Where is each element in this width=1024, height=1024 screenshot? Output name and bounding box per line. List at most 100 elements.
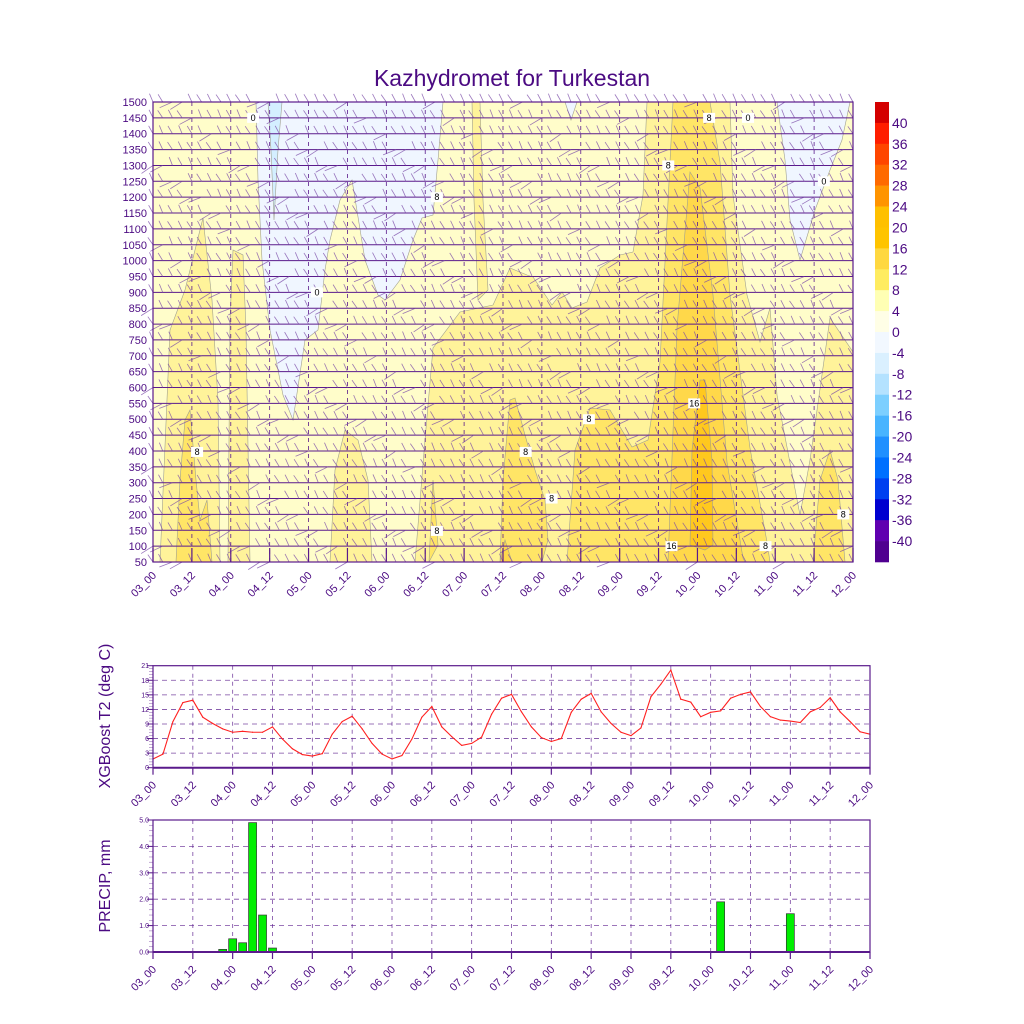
wind-barb [471, 292, 484, 300]
wind-barb [225, 427, 232, 436]
wind-barb [293, 221, 300, 230]
t2-point [670, 669, 672, 671]
wind-barb [167, 300, 173, 309]
wind-barb [206, 189, 212, 198]
wind-barb [303, 348, 309, 357]
wind-barb [692, 236, 698, 245]
wind-barb [655, 387, 669, 393]
wind-barb [225, 189, 232, 198]
wind-barb [509, 482, 523, 489]
wind-barb [324, 204, 329, 214]
wind-barb [780, 379, 786, 388]
wind-barb [167, 141, 173, 150]
wind-barb [391, 331, 397, 341]
wind-barb [838, 554, 844, 563]
wind-barb [693, 109, 698, 119]
wind-barb [371, 109, 377, 119]
wind-barb [538, 379, 543, 388]
wind-barb [352, 284, 358, 293]
wind-barb [624, 205, 630, 214]
wind-barb [596, 260, 611, 267]
x-tick-label: 04_00 [207, 570, 237, 600]
wind-barb [674, 165, 688, 172]
wind-barb [215, 252, 222, 261]
wind-barb [586, 490, 591, 499]
wind-barb [760, 348, 766, 357]
wind-barb [536, 522, 543, 531]
wind-barb [818, 253, 825, 261]
wind-barb [760, 173, 766, 182]
wind-barb [713, 93, 718, 103]
wind-barb [498, 410, 504, 420]
t2-point [251, 731, 254, 733]
wind-barb [578, 165, 591, 174]
wind-barb [343, 537, 348, 547]
wind-barb [277, 434, 290, 444]
wind-barb [780, 283, 786, 293]
wind-barb [752, 236, 757, 245]
wind-barb [847, 506, 854, 515]
wind-barb [722, 141, 727, 150]
y-tick-label: 15 [141, 692, 149, 699]
wind-barb [518, 331, 523, 341]
wind-barb [332, 284, 339, 293]
wind-barb [264, 427, 271, 436]
wind-barb [838, 458, 844, 468]
wind-barb [410, 427, 416, 436]
wind-barb [158, 474, 164, 483]
wind-barb [518, 299, 523, 309]
wind-barb [216, 538, 222, 547]
wind-barb [557, 315, 562, 325]
wind-barb [372, 490, 377, 499]
wind-barb [614, 157, 621, 166]
wind-barb [380, 332, 387, 341]
wind-barb [692, 220, 698, 230]
wind-barb [838, 157, 844, 166]
wind-barb [343, 442, 348, 452]
wind-barb [460, 212, 474, 219]
wind-barb [158, 141, 164, 150]
wind-barb [371, 443, 377, 452]
wind-barb [362, 125, 368, 134]
wind-barb [790, 93, 796, 103]
wind-barb [168, 347, 173, 356]
wind-barb [400, 395, 407, 404]
wind-barb [547, 363, 552, 372]
wind-barb [421, 188, 426, 198]
wind-barb [293, 157, 300, 166]
wind-barb [653, 252, 659, 261]
wind-barb [674, 505, 679, 515]
wind-barb [838, 538, 844, 547]
wind-barb [401, 268, 407, 277]
t2-point [341, 720, 343, 723]
wind-barb [468, 490, 475, 499]
wind-barb [702, 553, 708, 563]
wind-barb [780, 236, 786, 245]
wind-barb [536, 347, 543, 356]
wind-barb [255, 363, 261, 372]
colorbar-swatch [875, 290, 889, 312]
wind-barb [410, 347, 416, 357]
wind-barb [750, 442, 757, 452]
wind-barb [381, 379, 387, 388]
wind-barb [790, 315, 796, 325]
wind-barb [760, 189, 766, 198]
wind-barb [730, 395, 737, 404]
wind-barb [421, 172, 426, 182]
wind-barb [781, 505, 786, 515]
wind-barb [527, 141, 533, 150]
wind-barb [672, 411, 679, 420]
contour-label: 0 [314, 287, 319, 297]
wind-barb [196, 236, 202, 245]
wind-barb [615, 141, 621, 150]
wind-barb [721, 252, 727, 261]
wind-barb [644, 109, 650, 119]
wind-barb [672, 332, 679, 341]
wind-barb [198, 514, 212, 522]
wind-barb [848, 315, 854, 325]
wind-barb [781, 180, 795, 188]
colorbar-label: 36 [892, 136, 908, 152]
wind-barb [342, 490, 348, 499]
wind-barb [839, 268, 844, 277]
wind-barb [723, 514, 737, 521]
